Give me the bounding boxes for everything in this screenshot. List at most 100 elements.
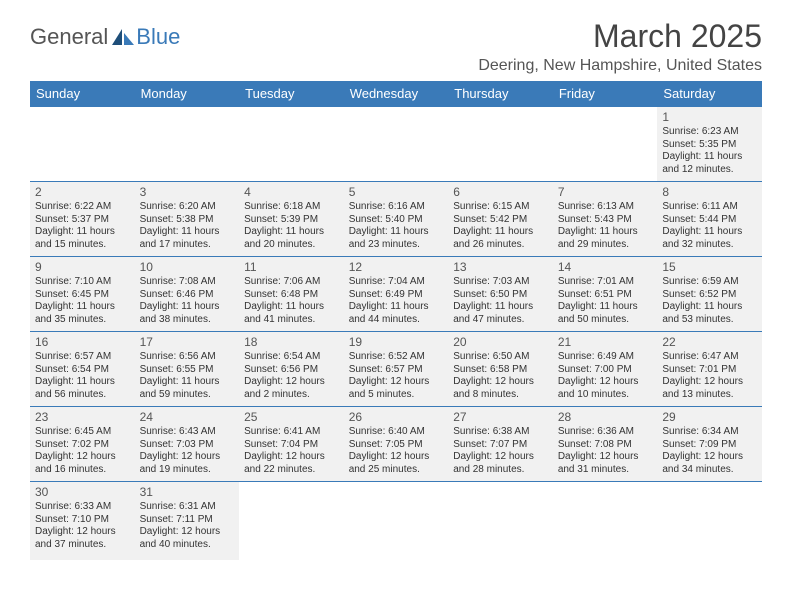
calendar-cell: 21Sunrise: 6:49 AMSunset: 7:00 PMDayligh… — [553, 332, 658, 407]
calendar-cell — [344, 107, 449, 182]
daylight-text: Daylight: 12 hours and 19 minutes. — [140, 451, 235, 476]
daylight-text: Daylight: 12 hours and 28 minutes. — [453, 451, 548, 476]
sunset-text: Sunset: 6:52 PM — [662, 289, 757, 302]
day-number: 29 — [662, 410, 757, 425]
day-number: 22 — [662, 335, 757, 350]
calendar-cell: 5Sunrise: 6:16 AMSunset: 5:40 PMDaylight… — [344, 182, 449, 257]
day-number: 11 — [244, 260, 339, 275]
day-number: 26 — [349, 410, 444, 425]
dayname-6: Saturday — [657, 81, 762, 107]
day-number: 24 — [140, 410, 235, 425]
daylight-text: Daylight: 12 hours and 22 minutes. — [244, 451, 339, 476]
calendar-cell: 26Sunrise: 6:40 AMSunset: 7:05 PMDayligh… — [344, 407, 449, 482]
calendar-cell: 4Sunrise: 6:18 AMSunset: 5:39 PMDaylight… — [239, 182, 344, 257]
day-number: 7 — [558, 185, 653, 200]
day-number: 27 — [453, 410, 548, 425]
daylight-text: Daylight: 11 hours and 23 minutes. — [349, 226, 444, 251]
calendar-cell — [448, 482, 553, 560]
sunrise-text: Sunrise: 6:20 AM — [140, 201, 235, 214]
calendar-cell: 31Sunrise: 6:31 AMSunset: 7:11 PMDayligh… — [135, 482, 240, 560]
sunrise-text: Sunrise: 6:18 AM — [244, 201, 339, 214]
logo-text-2: Blue — [136, 24, 180, 50]
sunrise-text: Sunrise: 6:54 AM — [244, 351, 339, 364]
calendar-cell — [135, 107, 240, 182]
calendar-cell: 3Sunrise: 6:20 AMSunset: 5:38 PMDaylight… — [135, 182, 240, 257]
calendar-cell — [30, 107, 135, 182]
sunset-text: Sunset: 7:02 PM — [35, 439, 130, 452]
sunrise-text: Sunrise: 7:08 AM — [140, 276, 235, 289]
daylight-text: Daylight: 12 hours and 31 minutes. — [558, 451, 653, 476]
calendar-row: 16Sunrise: 6:57 AMSunset: 6:54 PMDayligh… — [30, 332, 762, 407]
sunrise-text: Sunrise: 6:36 AM — [558, 426, 653, 439]
sunrise-text: Sunrise: 6:22 AM — [35, 201, 130, 214]
daylight-text: Daylight: 11 hours and 20 minutes. — [244, 226, 339, 251]
day-number: 16 — [35, 335, 130, 350]
dayname-4: Thursday — [448, 81, 553, 107]
sunset-text: Sunset: 6:51 PM — [558, 289, 653, 302]
sunrise-text: Sunrise: 6:11 AM — [662, 201, 757, 214]
calendar-cell — [239, 482, 344, 560]
sunset-text: Sunset: 5:37 PM — [35, 214, 130, 227]
day-number: 5 — [349, 185, 444, 200]
calendar-cell: 29Sunrise: 6:34 AMSunset: 7:09 PMDayligh… — [657, 407, 762, 482]
sunrise-text: Sunrise: 6:49 AM — [558, 351, 653, 364]
calendar-cell: 14Sunrise: 7:01 AMSunset: 6:51 PMDayligh… — [553, 257, 658, 332]
sunrise-text: Sunrise: 6:16 AM — [349, 201, 444, 214]
sunrise-text: Sunrise: 6:15 AM — [453, 201, 548, 214]
daylight-text: Daylight: 11 hours and 50 minutes. — [558, 301, 653, 326]
sunset-text: Sunset: 6:45 PM — [35, 289, 130, 302]
day-number: 21 — [558, 335, 653, 350]
logo-text-1: General — [30, 24, 108, 50]
sunset-text: Sunset: 7:09 PM — [662, 439, 757, 452]
daylight-text: Daylight: 12 hours and 10 minutes. — [558, 376, 653, 401]
sunset-text: Sunset: 7:01 PM — [662, 364, 757, 377]
day-number: 19 — [349, 335, 444, 350]
calendar-row: 1Sunrise: 6:23 AMSunset: 5:35 PMDaylight… — [30, 107, 762, 182]
calendar-cell: 12Sunrise: 7:04 AMSunset: 6:49 PMDayligh… — [344, 257, 449, 332]
calendar-cell: 9Sunrise: 7:10 AMSunset: 6:45 PMDaylight… — [30, 257, 135, 332]
calendar-cell: 20Sunrise: 6:50 AMSunset: 6:58 PMDayligh… — [448, 332, 553, 407]
sunset-text: Sunset: 7:08 PM — [558, 439, 653, 452]
page-title: March 2025 — [478, 18, 762, 55]
dayname-3: Wednesday — [344, 81, 449, 107]
sunrise-text: Sunrise: 6:59 AM — [662, 276, 757, 289]
daylight-text: Daylight: 12 hours and 5 minutes. — [349, 376, 444, 401]
sunset-text: Sunset: 5:43 PM — [558, 214, 653, 227]
daylight-text: Daylight: 11 hours and 38 minutes. — [140, 301, 235, 326]
calendar-cell: 15Sunrise: 6:59 AMSunset: 6:52 PMDayligh… — [657, 257, 762, 332]
calendar-cell: 2Sunrise: 6:22 AMSunset: 5:37 PMDaylight… — [30, 182, 135, 257]
daylight-text: Daylight: 11 hours and 26 minutes. — [453, 226, 548, 251]
header: General Blue March 2025 Deering, New Ham… — [30, 18, 762, 75]
calendar-cell — [553, 107, 658, 182]
dayname-1: Monday — [135, 81, 240, 107]
title-block: March 2025 Deering, New Hampshire, Unite… — [478, 18, 762, 75]
sunrise-text: Sunrise: 6:13 AM — [558, 201, 653, 214]
sunrise-text: Sunrise: 6:40 AM — [349, 426, 444, 439]
daylight-text: Daylight: 12 hours and 40 minutes. — [140, 526, 235, 551]
day-number: 6 — [453, 185, 548, 200]
sunset-text: Sunset: 6:56 PM — [244, 364, 339, 377]
sunrise-text: Sunrise: 6:57 AM — [35, 351, 130, 364]
calendar-cell: 28Sunrise: 6:36 AMSunset: 7:08 PMDayligh… — [553, 407, 658, 482]
calendar-row: 30Sunrise: 6:33 AMSunset: 7:10 PMDayligh… — [30, 482, 762, 560]
sunrise-text: Sunrise: 6:41 AM — [244, 426, 339, 439]
logo-sail-icon — [110, 27, 136, 47]
sunrise-text: Sunrise: 6:50 AM — [453, 351, 548, 364]
calendar-cell: 1Sunrise: 6:23 AMSunset: 5:35 PMDaylight… — [657, 107, 762, 182]
daylight-text: Daylight: 11 hours and 35 minutes. — [35, 301, 130, 326]
day-number: 9 — [35, 260, 130, 275]
calendar-cell: 24Sunrise: 6:43 AMSunset: 7:03 PMDayligh… — [135, 407, 240, 482]
day-number: 2 — [35, 185, 130, 200]
sunset-text: Sunset: 6:49 PM — [349, 289, 444, 302]
sunrise-text: Sunrise: 6:47 AM — [662, 351, 757, 364]
dayname-2: Tuesday — [239, 81, 344, 107]
daylight-text: Daylight: 12 hours and 2 minutes. — [244, 376, 339, 401]
day-number: 28 — [558, 410, 653, 425]
daylight-text: Daylight: 12 hours and 8 minutes. — [453, 376, 548, 401]
daylight-text: Daylight: 11 hours and 47 minutes. — [453, 301, 548, 326]
day-number: 15 — [662, 260, 757, 275]
calendar-cell — [657, 482, 762, 560]
daylight-text: Daylight: 11 hours and 12 minutes. — [662, 151, 757, 176]
calendar-cell — [239, 107, 344, 182]
daylight-text: Daylight: 12 hours and 37 minutes. — [35, 526, 130, 551]
